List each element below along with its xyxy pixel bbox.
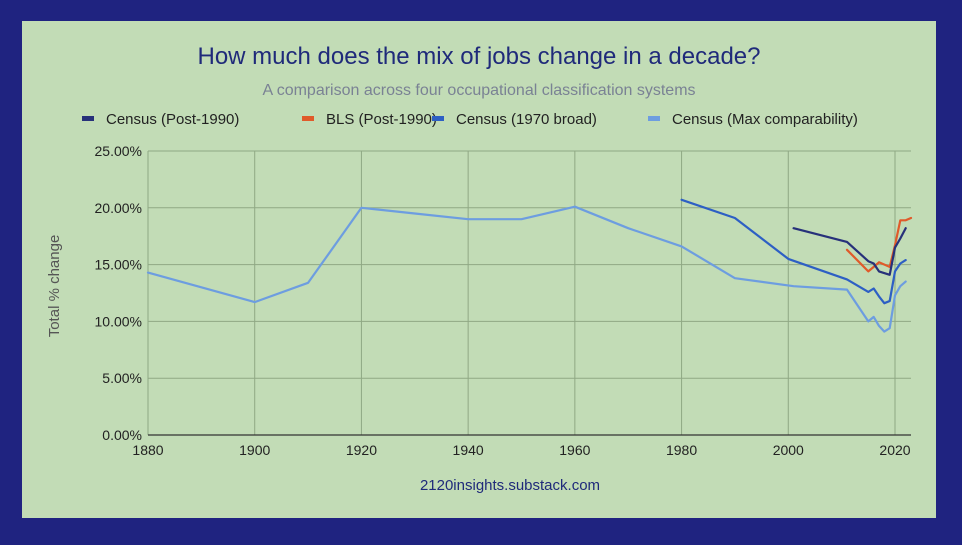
y-tick-label: 10.00% bbox=[95, 313, 142, 329]
legend-label: Census (Max comparability) bbox=[672, 111, 858, 128]
y-tick-label: 0.00% bbox=[102, 427, 142, 443]
series-line-1 bbox=[845, 216, 913, 273]
axes: 0.00% 5.00% 10.00% 15.00% 20.00% 25.00% 1880 19… bbox=[95, 143, 911, 458]
y-tick-label: 25.00% bbox=[95, 143, 142, 159]
y-axis-title: Total % change bbox=[46, 235, 63, 338]
legend-swatch bbox=[432, 116, 444, 121]
series-line-2 bbox=[680, 198, 907, 305]
x-tick-label: 2020 bbox=[879, 442, 910, 458]
x-tick-label: 1920 bbox=[346, 442, 377, 458]
chart-title: How much does the mix of jobs change in … bbox=[197, 43, 760, 70]
legend-swatch bbox=[648, 116, 660, 121]
legend-label: Census (Post-1990) bbox=[106, 111, 239, 128]
series-line-3 bbox=[146, 205, 907, 333]
legend-label: BLS (Post-1990) bbox=[326, 111, 437, 128]
x-tick-label: 1980 bbox=[666, 442, 697, 458]
legend-label: Census (1970 broad) bbox=[456, 111, 597, 128]
legend-swatch bbox=[82, 116, 94, 121]
y-tick-label: 15.00% bbox=[95, 257, 142, 273]
gridlines bbox=[147, 150, 911, 436]
series-lines bbox=[146, 198, 913, 333]
chart-panel: How much does the mix of jobs change in … bbox=[22, 21, 936, 518]
x-tick-label: 1960 bbox=[559, 442, 590, 458]
legend: Census (Post-1990) BLS (Post-1990) Census … bbox=[82, 111, 858, 128]
x-tick-label: 1880 bbox=[132, 442, 163, 458]
chart-subtitle: A comparison across four occupational cl… bbox=[262, 82, 695, 99]
x-tick-label: 1900 bbox=[239, 442, 270, 458]
y-tick-label: 20.00% bbox=[95, 200, 142, 216]
y-tick-label: 5.00% bbox=[102, 370, 142, 386]
x-tick-label: 1940 bbox=[453, 442, 484, 458]
series-line-0 bbox=[792, 227, 907, 276]
x-tick-label: 2000 bbox=[773, 442, 804, 458]
source-credit: 2120insights.substack.com bbox=[420, 477, 600, 494]
legend-swatch bbox=[302, 116, 314, 121]
line-chart: How much does the mix of jobs change in … bbox=[46, 43, 913, 494]
